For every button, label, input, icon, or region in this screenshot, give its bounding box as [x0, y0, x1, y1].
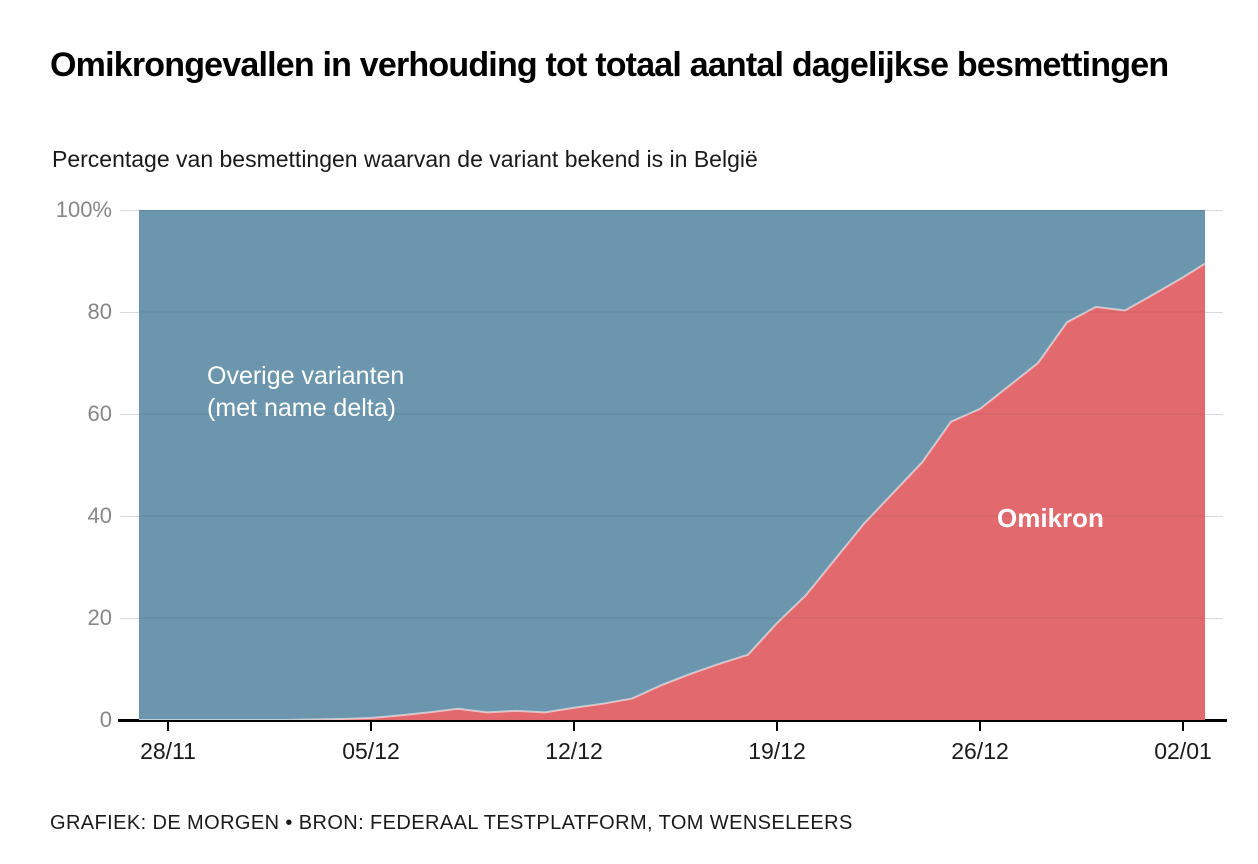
x-axis-label: 28/11: [140, 738, 196, 764]
x-axis-label: 19/12: [748, 738, 806, 764]
omikron-area: [139, 263, 1205, 720]
x-axis-tick: [167, 722, 169, 731]
y-axis-label: 100%: [55, 197, 112, 222]
x-axis-line: [118, 719, 1227, 722]
x-axis-label: 02/01: [1154, 738, 1212, 764]
x-axis-tick: [370, 722, 372, 731]
other-variants-label-line2: (met name delta): [207, 394, 396, 422]
y-axis-label: 60: [87, 401, 112, 426]
other-variants-label-line1: Overige varianten: [207, 362, 405, 390]
y-axis-label: 40: [87, 503, 112, 528]
credit-line: GRAFIEK: DE MORGEN • BRON: FEDERAAL TEST…: [50, 812, 853, 834]
chart-title: Omikrongevallen in verhouding tot totaal…: [50, 46, 1169, 84]
y-axis-label: 80: [87, 299, 112, 324]
x-axis-tick: [776, 722, 778, 731]
omikron-area-label: Omikron: [997, 503, 1104, 533]
x-axis-label: 12/12: [545, 738, 603, 764]
x-axis-tick: [1182, 722, 1184, 731]
x-axis-tick: [979, 722, 981, 731]
area-boundary-line: [139, 262, 1205, 720]
y-axis-label: 0: [99, 707, 112, 732]
stacked-area-plot: [139, 210, 1205, 720]
chart-subtitle: Percentage van besmettingen waarvan de v…: [52, 146, 758, 172]
x-axis-label: 26/12: [951, 738, 1009, 764]
other-variants-area-label: Overige varianten (met name delta): [207, 360, 404, 424]
y-axis-label: 20: [87, 605, 112, 630]
x-axis-tick: [573, 722, 575, 731]
x-axis-label: 05/12: [342, 738, 400, 764]
